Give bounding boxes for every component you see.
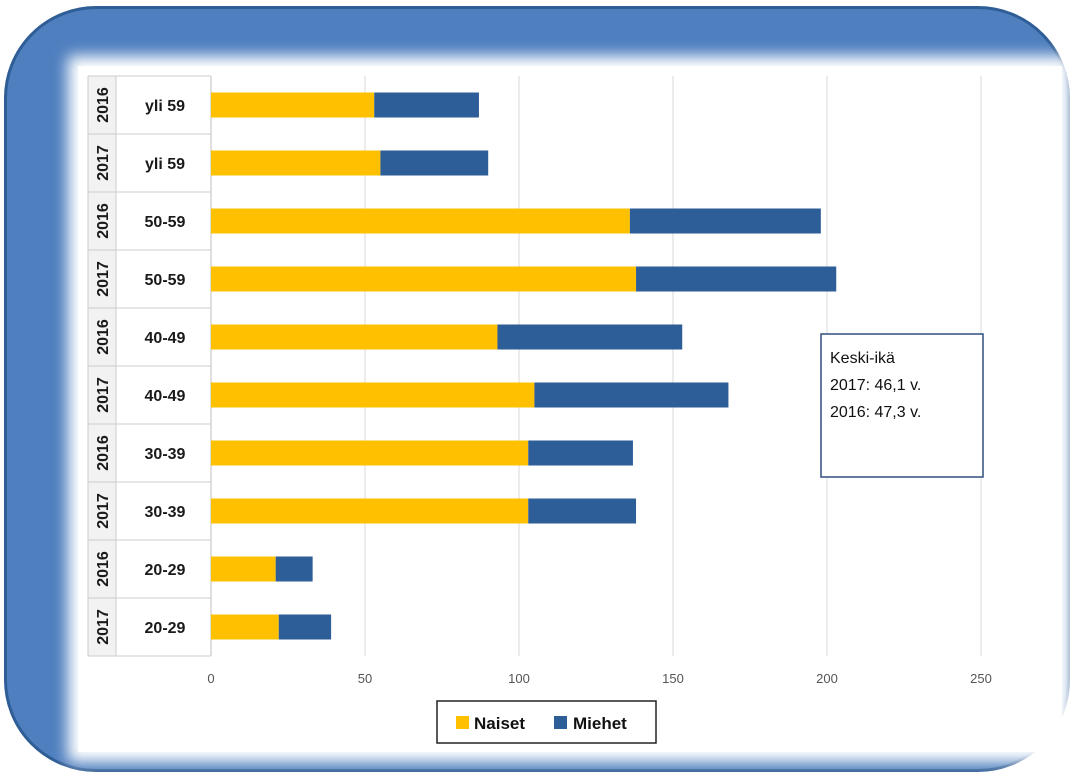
chart-panel: 0 50 100 150 200 250 2016 yli 59 2017 yli 59 2016 5…	[78, 66, 1062, 752]
year-tick-label: 2016	[95, 551, 112, 587]
bar-naiset	[211, 150, 381, 176]
bar-miehet	[374, 92, 479, 118]
bar-miehet	[278, 614, 332, 640]
annotation-line-3: 2016: 47,3 v.	[830, 404, 921, 421]
year-tick-label: 2017	[95, 493, 112, 529]
bar-chart: 0 50 100 150 200 250 2016 yli 59 2017 yli 59 2016 5…	[87, 75, 992, 744]
x-tick-label: 0	[207, 671, 214, 686]
bar-miehet	[629, 208, 821, 234]
annotation-line-1: Keski-ikä	[830, 350, 895, 367]
bar-miehet	[528, 498, 637, 524]
bar-naiset	[211, 440, 529, 466]
legend: Naiset Miehet	[436, 700, 657, 744]
bar-naiset	[211, 498, 529, 524]
age-tick-label: 50-59	[145, 214, 186, 231]
annotation-line-2: 2017: 46,1 v.	[830, 377, 921, 394]
age-tick-label: 40-49	[145, 388, 186, 405]
mean-age-annotation: Keski-ikä 2017: 46,1 v. 2016: 47,3 v.	[820, 333, 984, 478]
age-tick-label: yli 59	[145, 156, 185, 173]
year-tick-label: 2016	[95, 203, 112, 239]
bar-miehet	[275, 556, 313, 582]
age-tick-label: 20-29	[145, 562, 186, 579]
age-tick-label: 50-59	[145, 272, 186, 289]
year-tick-label: 2016	[95, 87, 112, 123]
x-tick-label: 50	[358, 671, 372, 686]
year-tick-label: 2017	[95, 261, 112, 297]
year-tick-label: 2016	[95, 319, 112, 355]
year-tick-label: 2017	[95, 377, 112, 413]
age-tick-label: 20-29	[145, 620, 186, 637]
bar-miehet	[380, 150, 489, 176]
bar-miehet	[528, 440, 633, 466]
age-tick-label: 30-39	[145, 504, 186, 521]
bar-naiset	[211, 556, 276, 582]
legend-swatch-miehet	[554, 716, 567, 729]
bar-naiset	[211, 208, 630, 234]
legend-label-naiset: Naiset	[474, 714, 525, 733]
x-tick-label: 150	[662, 671, 684, 686]
legend-swatch-naiset	[456, 716, 469, 729]
bar-miehet	[534, 382, 729, 408]
legend-label-miehet: Miehet	[573, 714, 627, 733]
bar-naiset	[211, 324, 498, 350]
bar-naiset	[211, 614, 279, 640]
age-tick-label: yli 59	[145, 98, 185, 115]
bar-naiset	[211, 266, 637, 292]
bar-naiset	[211, 92, 375, 118]
year-tick-label: 2017	[95, 145, 112, 181]
bar-naiset	[211, 382, 535, 408]
x-tick-label: 200	[816, 671, 838, 686]
year-tick-label: 2016	[95, 435, 112, 471]
x-tick-label: 100	[508, 671, 530, 686]
age-tick-label: 30-39	[145, 446, 186, 463]
bar-miehet	[497, 324, 683, 350]
x-tick-label: 250	[970, 671, 992, 686]
age-tick-label: 40-49	[145, 330, 186, 347]
year-tick-label: 2017	[95, 609, 112, 645]
bar-miehet	[636, 266, 837, 292]
